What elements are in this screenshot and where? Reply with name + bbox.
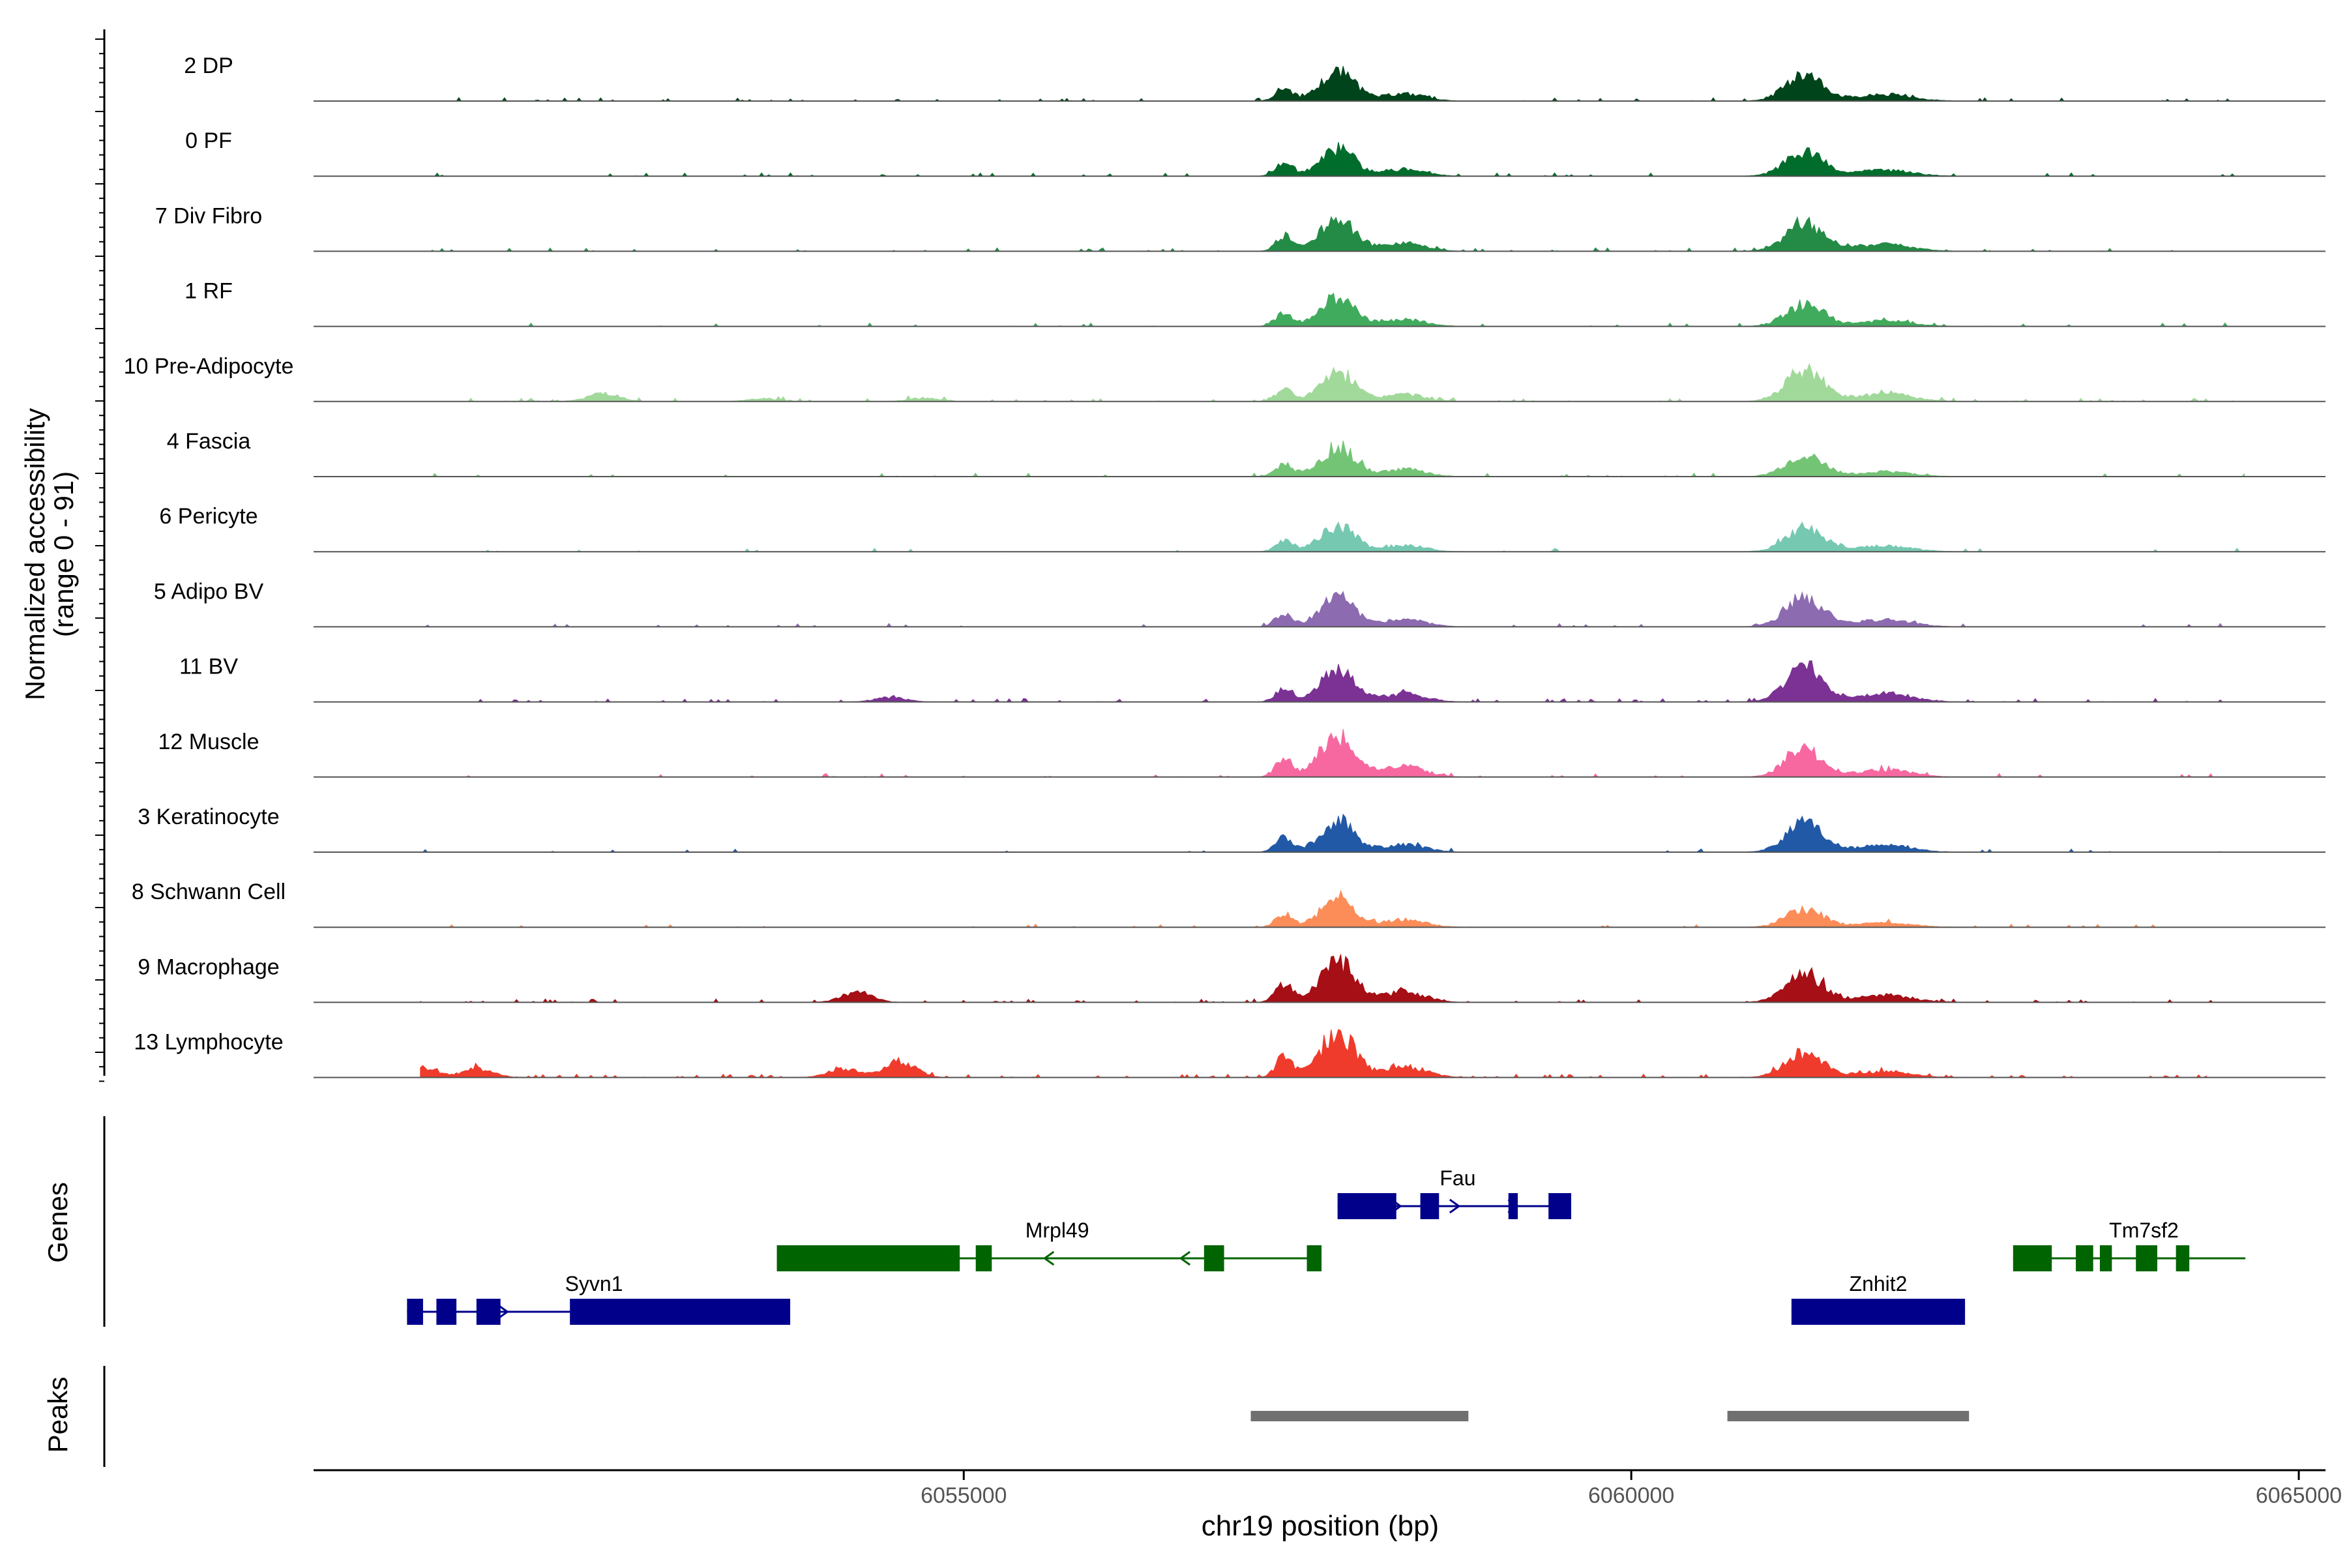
x-tick-label: 6060000: [1588, 1483, 1674, 1508]
coverage-area-series: [420, 954, 2245, 1003]
track-label: 6 Pericyte: [159, 504, 258, 529]
gene-mrpl49: Mrpl49: [776, 1219, 1322, 1271]
gene-label: Znhit2: [1850, 1272, 1908, 1295]
strand-arrow: [593, 1304, 605, 1320]
gene-syvn1: Syvn1: [407, 1272, 791, 1325]
x-tick-label: 6055000: [921, 1483, 1007, 1508]
coverage-area-series: [420, 1029, 2245, 1078]
strand-arrow: [1449, 1198, 1461, 1214]
peaks-track: [103, 1366, 1970, 1467]
peaks-axis-label: Peaks: [42, 1377, 73, 1453]
coverage-area-series: [420, 292, 2245, 327]
gene-tm7sf2: Tm7sf2: [2013, 1219, 2246, 1271]
gene-exon: [1203, 1245, 1224, 1271]
track-label: 0 PF: [185, 128, 232, 153]
coverage-area-series: [420, 813, 2245, 853]
gene-exon: [2099, 1245, 2112, 1271]
track-label: 11 BV: [179, 655, 238, 679]
track-label: 3 Keratinocyte: [138, 805, 279, 829]
strand-arrow: [906, 1250, 919, 1266]
strand-arrow: [1873, 1304, 1885, 1320]
track-label: 13 Lymphocyte: [134, 1030, 283, 1055]
track-label: 10 Pre-Adipocyte: [124, 354, 294, 379]
genes-axis-label: Genes: [42, 1182, 73, 1263]
x-axis-label: chr19 position (bp): [1202, 1510, 1439, 1542]
gene-exon: [975, 1245, 992, 1271]
track-label: 8 Schwann Cell: [132, 880, 286, 904]
strand-arrow: [1916, 1304, 1928, 1320]
gene-exon: [1420, 1193, 1439, 1219]
gene-label: Mrpl49: [1026, 1219, 1089, 1242]
gene-exon: [776, 1245, 960, 1271]
gene-exon: [1337, 1193, 1396, 1219]
track-label: 7 Div Fibro: [155, 203, 262, 228]
coverage-area-series: [420, 141, 2245, 177]
peak-region: [1250, 1411, 1469, 1421]
axes: Normalized accessibility (range 0 - 91) …: [20, 29, 2342, 1542]
gene-znhit2: Znhit2: [1791, 1272, 1966, 1325]
coverage-area-series: [420, 660, 2245, 703]
strand-arrow: [1179, 1250, 1191, 1266]
strand-arrow: [1507, 1198, 1520, 1214]
track-label: 12 Muscle: [158, 730, 259, 754]
coverage-area-series: [420, 521, 2245, 552]
coverage-area-series: [420, 729, 2245, 778]
gene-annotation-track: Syvn1 Mrpl49 Fau Znhit2 Tm7sf2: [103, 1116, 2246, 1327]
coverage-area-series: [420, 362, 2245, 402]
gene-label: Syvn1: [565, 1272, 623, 1295]
gene-exon: [1508, 1193, 1518, 1219]
peak-region: [1727, 1411, 1970, 1421]
track-label: 9 Macrophage: [138, 954, 279, 979]
coverage-area-series: [420, 440, 2245, 477]
gene-exon: [1306, 1245, 1322, 1271]
gene-label: Fau: [1439, 1166, 1475, 1190]
x-tick-label: 6065000: [2256, 1483, 2342, 1508]
gene-exon: [2176, 1245, 2190, 1271]
gene-exon: [1548, 1193, 1572, 1219]
y-axis-label: Normalized accessibility: [20, 408, 50, 700]
gene-exon: [436, 1299, 457, 1325]
gene-exon: [476, 1299, 501, 1325]
gene-label: Tm7sf2: [2109, 1219, 2179, 1242]
gene-exon: [2136, 1245, 2157, 1271]
track-label: 5 Adipo BV: [154, 579, 264, 604]
gene-exon: [407, 1299, 423, 1325]
gene-exon: [2076, 1245, 2093, 1271]
strand-arrow: [1829, 1304, 1842, 1320]
coverage-tracks: 2 DP 0 PF 7 Div Fibro 1 RF 10 Pre-Adipocyte 4…: [124, 53, 2325, 1078]
gene-exon: [570, 1299, 791, 1325]
gene-fau: Fau: [1337, 1166, 1572, 1219]
strand-arrow: [1391, 1198, 1402, 1214]
strand-arrow: [1042, 1250, 1055, 1266]
track-label: 4 Fascia: [167, 429, 251, 454]
gene-exon: [2013, 1245, 2052, 1271]
strand-arrow: [497, 1304, 509, 1320]
y-axis-range-label: (range 0 - 91): [48, 471, 79, 637]
track-label: 2 DP: [184, 53, 233, 78]
coverage-area-series: [420, 889, 2245, 928]
coverage-area-series: [420, 216, 2245, 252]
coverage-area-series: [420, 591, 2245, 627]
coverage-area-series: [420, 66, 2245, 102]
track-label: 1 RF: [185, 279, 233, 304]
strand-arrow: [689, 1304, 701, 1320]
gene-exon: [1791, 1299, 1966, 1325]
